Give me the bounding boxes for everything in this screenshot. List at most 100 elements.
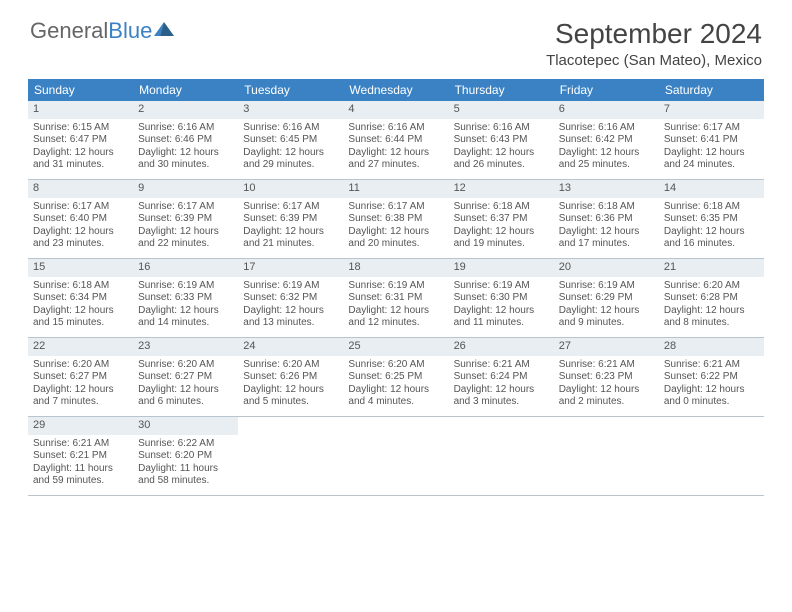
daylight-text: and 26 minutes. xyxy=(454,159,549,172)
daylight-text: Daylight: 12 hours xyxy=(138,226,233,239)
sunrise-text: Sunrise: 6:20 AM xyxy=(664,280,759,293)
day-body: Sunrise: 6:16 AMSunset: 6:44 PMDaylight:… xyxy=(343,119,448,176)
week-row: 29Sunrise: 6:21 AMSunset: 6:21 PMDayligh… xyxy=(28,417,764,496)
day-cell: 15Sunrise: 6:18 AMSunset: 6:34 PMDayligh… xyxy=(28,259,133,337)
day-number: 14 xyxy=(659,180,764,198)
day-body: Sunrise: 6:17 AMSunset: 6:41 PMDaylight:… xyxy=(659,119,764,176)
sunset-text: Sunset: 6:22 PM xyxy=(664,371,759,384)
day-cell xyxy=(343,417,448,495)
daylight-text: and 58 minutes. xyxy=(138,475,233,488)
day-body: Sunrise: 6:18 AMSunset: 6:37 PMDaylight:… xyxy=(449,198,554,255)
day-body: Sunrise: 6:20 AMSunset: 6:27 PMDaylight:… xyxy=(28,356,133,413)
day-body: Sunrise: 6:18 AMSunset: 6:36 PMDaylight:… xyxy=(554,198,659,255)
day-cell: 17Sunrise: 6:19 AMSunset: 6:32 PMDayligh… xyxy=(238,259,343,337)
day-cell: 25Sunrise: 6:20 AMSunset: 6:25 PMDayligh… xyxy=(343,338,448,416)
sunrise-text: Sunrise: 6:18 AM xyxy=(33,280,128,293)
weekday-header: Saturday xyxy=(659,79,764,101)
daylight-text: and 6 minutes. xyxy=(138,396,233,409)
sunrise-text: Sunrise: 6:17 AM xyxy=(348,201,443,214)
daylight-text: Daylight: 12 hours xyxy=(348,226,443,239)
day-number: 28 xyxy=(659,338,764,356)
daylight-text: and 13 minutes. xyxy=(243,317,338,330)
sunset-text: Sunset: 6:27 PM xyxy=(138,371,233,384)
day-body: Sunrise: 6:19 AMSunset: 6:31 PMDaylight:… xyxy=(343,277,448,334)
sunset-text: Sunset: 6:46 PM xyxy=(138,134,233,147)
day-cell: 19Sunrise: 6:19 AMSunset: 6:30 PMDayligh… xyxy=(449,259,554,337)
sunset-text: Sunset: 6:21 PM xyxy=(33,450,128,463)
day-body: Sunrise: 6:20 AMSunset: 6:28 PMDaylight:… xyxy=(659,277,764,334)
daylight-text: Daylight: 12 hours xyxy=(559,147,654,160)
daylight-text: Daylight: 11 hours xyxy=(138,463,233,476)
day-cell: 9Sunrise: 6:17 AMSunset: 6:39 PMDaylight… xyxy=(133,180,238,258)
day-body: Sunrise: 6:19 AMSunset: 6:30 PMDaylight:… xyxy=(449,277,554,334)
sunrise-text: Sunrise: 6:19 AM xyxy=(454,280,549,293)
sunrise-text: Sunrise: 6:17 AM xyxy=(664,122,759,135)
day-number: 30 xyxy=(133,417,238,435)
sunrise-text: Sunrise: 6:18 AM xyxy=(454,201,549,214)
day-cell: 14Sunrise: 6:18 AMSunset: 6:35 PMDayligh… xyxy=(659,180,764,258)
day-body: Sunrise: 6:16 AMSunset: 6:42 PMDaylight:… xyxy=(554,119,659,176)
day-number: 7 xyxy=(659,101,764,119)
logo: GeneralBlue xyxy=(30,18,176,44)
daylight-text: Daylight: 12 hours xyxy=(138,305,233,318)
day-body: Sunrise: 6:18 AMSunset: 6:34 PMDaylight:… xyxy=(28,277,133,334)
daylight-text: and 59 minutes. xyxy=(33,475,128,488)
day-cell xyxy=(659,417,764,495)
sunset-text: Sunset: 6:24 PM xyxy=(454,371,549,384)
day-number: 3 xyxy=(238,101,343,119)
day-cell xyxy=(554,417,659,495)
daylight-text: and 21 minutes. xyxy=(243,238,338,251)
weeks-container: 1Sunrise: 6:15 AMSunset: 6:47 PMDaylight… xyxy=(28,101,764,496)
day-number: 29 xyxy=(28,417,133,435)
daylight-text: and 19 minutes. xyxy=(454,238,549,251)
day-body: Sunrise: 6:17 AMSunset: 6:39 PMDaylight:… xyxy=(133,198,238,255)
daylight-text: Daylight: 12 hours xyxy=(243,305,338,318)
day-cell: 18Sunrise: 6:19 AMSunset: 6:31 PMDayligh… xyxy=(343,259,448,337)
day-number: 5 xyxy=(449,101,554,119)
daylight-text: Daylight: 12 hours xyxy=(559,305,654,318)
sunset-text: Sunset: 6:32 PM xyxy=(243,292,338,305)
sunrise-text: Sunrise: 6:15 AM xyxy=(33,122,128,135)
location-text: Tlacotepec (San Mateo), Mexico xyxy=(546,52,762,69)
sunset-text: Sunset: 6:27 PM xyxy=(33,371,128,384)
sunset-text: Sunset: 6:44 PM xyxy=(348,134,443,147)
day-body: Sunrise: 6:21 AMSunset: 6:22 PMDaylight:… xyxy=(659,356,764,413)
sunset-text: Sunset: 6:31 PM xyxy=(348,292,443,305)
daylight-text: and 4 minutes. xyxy=(348,396,443,409)
sunrise-text: Sunrise: 6:19 AM xyxy=(559,280,654,293)
day-cell: 5Sunrise: 6:16 AMSunset: 6:43 PMDaylight… xyxy=(449,101,554,179)
daylight-text: Daylight: 12 hours xyxy=(664,305,759,318)
daylight-text: Daylight: 12 hours xyxy=(348,384,443,397)
daylight-text: and 17 minutes. xyxy=(559,238,654,251)
daylight-text: and 8 minutes. xyxy=(664,317,759,330)
weekday-header-row: SundayMondayTuesdayWednesdayThursdayFrid… xyxy=(28,79,764,101)
sunset-text: Sunset: 6:25 PM xyxy=(348,371,443,384)
daylight-text: Daylight: 11 hours xyxy=(33,463,128,476)
daylight-text: and 16 minutes. xyxy=(664,238,759,251)
sunrise-text: Sunrise: 6:20 AM xyxy=(138,359,233,372)
daylight-text: and 22 minutes. xyxy=(138,238,233,251)
daylight-text: Daylight: 12 hours xyxy=(559,226,654,239)
day-body: Sunrise: 6:17 AMSunset: 6:39 PMDaylight:… xyxy=(238,198,343,255)
day-body: Sunrise: 6:20 AMSunset: 6:25 PMDaylight:… xyxy=(343,356,448,413)
sunrise-text: Sunrise: 6:20 AM xyxy=(348,359,443,372)
day-number: 18 xyxy=(343,259,448,277)
sunset-text: Sunset: 6:36 PM xyxy=(559,213,654,226)
weekday-header: Thursday xyxy=(449,79,554,101)
day-number: 2 xyxy=(133,101,238,119)
day-cell: 22Sunrise: 6:20 AMSunset: 6:27 PMDayligh… xyxy=(28,338,133,416)
day-body: Sunrise: 6:16 AMSunset: 6:46 PMDaylight:… xyxy=(133,119,238,176)
daylight-text: and 27 minutes. xyxy=(348,159,443,172)
day-cell: 21Sunrise: 6:20 AMSunset: 6:28 PMDayligh… xyxy=(659,259,764,337)
daylight-text: and 3 minutes. xyxy=(454,396,549,409)
day-cell: 7Sunrise: 6:17 AMSunset: 6:41 PMDaylight… xyxy=(659,101,764,179)
day-cell: 26Sunrise: 6:21 AMSunset: 6:24 PMDayligh… xyxy=(449,338,554,416)
day-number: 1 xyxy=(28,101,133,119)
daylight-text: Daylight: 12 hours xyxy=(559,384,654,397)
day-cell: 4Sunrise: 6:16 AMSunset: 6:44 PMDaylight… xyxy=(343,101,448,179)
sunrise-text: Sunrise: 6:22 AM xyxy=(138,438,233,451)
sunrise-text: Sunrise: 6:16 AM xyxy=(348,122,443,135)
weekday-header: Wednesday xyxy=(343,79,448,101)
daylight-text: Daylight: 12 hours xyxy=(454,226,549,239)
day-body: Sunrise: 6:19 AMSunset: 6:32 PMDaylight:… xyxy=(238,277,343,334)
